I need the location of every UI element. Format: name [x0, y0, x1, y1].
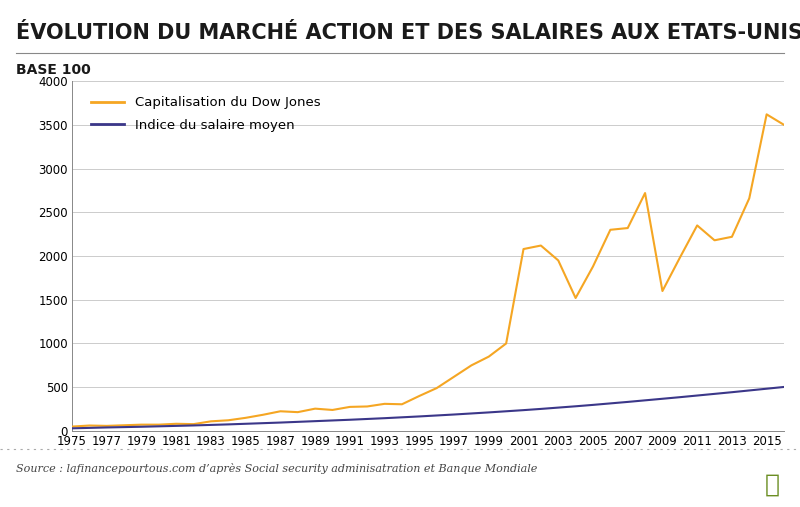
Text: BASE 100: BASE 100 — [16, 63, 90, 78]
Legend: Capitalisation du Dow Jones, Indice du salaire moyen: Capitalisation du Dow Jones, Indice du s… — [86, 91, 326, 137]
Text: Source : lafinancepourtous.com d’après Social security adminisatration et Banque: Source : lafinancepourtous.com d’après S… — [16, 463, 538, 475]
Text: ÉVOLUTION DU MARCHÉ ACTION ET DES SALAIRES AUX ETATS-UNIS: ÉVOLUTION DU MARCHÉ ACTION ET DES SALAIR… — [16, 23, 800, 43]
Text: 🌳: 🌳 — [765, 472, 779, 496]
